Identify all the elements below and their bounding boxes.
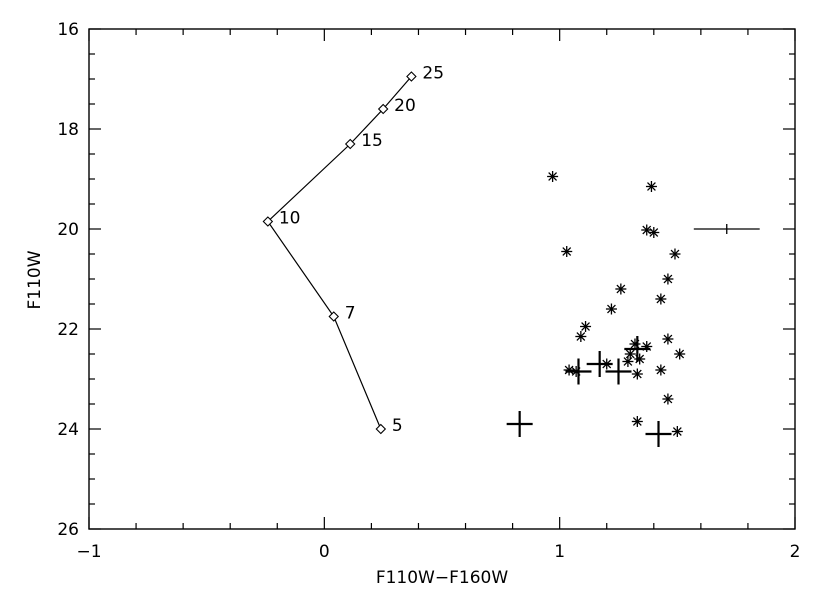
asterisk-marker	[605, 303, 617, 315]
asterisk-marker	[629, 338, 641, 350]
asterisk-marker	[580, 321, 592, 332]
asterisk-marker	[575, 331, 587, 342]
y-tick-label: 18	[57, 120, 79, 140]
asterisk-stroke	[649, 228, 659, 237]
asterisk-marker	[669, 248, 681, 260]
asterisk-marker	[641, 341, 653, 352]
asterisk-stroke	[663, 394, 673, 404]
diamond-marker	[377, 103, 389, 115]
asterisk-stroke	[663, 274, 673, 284]
y-tick-label: 22	[57, 320, 79, 340]
asterisk-marker	[671, 426, 683, 437]
plot-frame	[88, 28, 796, 530]
y-tick-label: 26	[57, 520, 79, 540]
asterisk-marker	[561, 246, 573, 257]
asterisk-stroke	[642, 225, 652, 235]
y-tick-label: 24	[57, 420, 79, 440]
asterisk-marker	[674, 348, 686, 360]
asterisk-marker	[631, 416, 643, 427]
asterisk-stroke	[672, 427, 682, 436]
diamond-marker	[375, 423, 387, 435]
track-point-label: 10	[279, 209, 301, 229]
asterisk-marker	[624, 348, 636, 360]
diamond-marker	[344, 138, 356, 150]
asterisk-stroke	[656, 294, 666, 304]
asterisk-marker	[634, 353, 646, 365]
asterisk-stroke	[656, 365, 666, 375]
x-tick-label: 2	[790, 542, 801, 562]
plus-marker	[506, 411, 533, 437]
y-tick-label: 20	[57, 220, 79, 240]
series-layer: 5 7 10 15 20 25	[262, 64, 760, 447]
track-point-label: 15	[361, 131, 383, 151]
asterisk-stroke	[663, 334, 673, 344]
track-point-label: 7	[345, 304, 356, 324]
diamond-marker	[262, 216, 274, 227]
x-tick-labels: −1 0 1 2	[76, 542, 800, 562]
asterisk-marker	[655, 364, 667, 376]
y-tick-label: 16	[57, 20, 79, 40]
asterisk-stroke	[616, 284, 626, 294]
series-asterisk	[547, 171, 686, 437]
diamond-marker	[328, 311, 340, 322]
asterisk-marker	[615, 283, 627, 295]
asterisk-marker	[662, 333, 674, 345]
error-bar	[693, 224, 760, 234]
x-tick-label: −1	[76, 542, 101, 562]
asterisk-stroke	[632, 417, 642, 426]
asterisk-marker	[631, 368, 643, 380]
asterisk-stroke	[548, 172, 558, 181]
plus-marker	[605, 358, 632, 385]
asterisk-stroke	[670, 249, 680, 259]
x-axis-label: F110W−F160W	[376, 568, 509, 588]
asterisk-stroke	[647, 182, 656, 191]
asterisk-marker	[645, 181, 657, 192]
asterisk-stroke	[562, 247, 572, 256]
asterisk-stroke	[632, 369, 642, 379]
asterisk-stroke	[623, 357, 633, 366]
plus-marker	[645, 421, 672, 447]
asterisk-marker	[563, 364, 575, 376]
series-plus	[506, 336, 672, 447]
asterisk-stroke	[675, 349, 685, 359]
track-point-label: 5	[392, 416, 403, 436]
asterisk-marker	[662, 393, 674, 405]
asterisk-stroke	[607, 304, 616, 314]
track-point-label: 25	[422, 64, 444, 84]
x-tick-label: 1	[554, 542, 565, 562]
plus-marker	[565, 358, 592, 385]
asterisk-marker	[655, 293, 667, 305]
asterisk-stroke	[581, 322, 590, 331]
axis-ticks	[88, 28, 796, 530]
plus-marker	[586, 351, 613, 377]
asterisk-marker	[547, 171, 559, 182]
x-tick-label: 0	[319, 542, 330, 562]
asterisk-marker	[648, 227, 660, 238]
diamond-marker	[406, 71, 417, 82]
track-point-label: 20	[394, 96, 416, 116]
plus-marker	[624, 336, 651, 362]
series-diamond-line: 5 7 10 15 20 25	[262, 64, 444, 436]
series-error-bar	[693, 224, 760, 234]
track-line	[267, 76, 412, 430]
asterisk-stroke	[564, 365, 574, 375]
asterisk-stroke	[576, 332, 586, 341]
asterisk-marker	[662, 273, 674, 285]
y-axis-label: F110W	[25, 250, 45, 309]
asterisk-marker	[622, 356, 634, 367]
y-tick-labels: 16 18 20 22 24 26	[57, 20, 79, 540]
